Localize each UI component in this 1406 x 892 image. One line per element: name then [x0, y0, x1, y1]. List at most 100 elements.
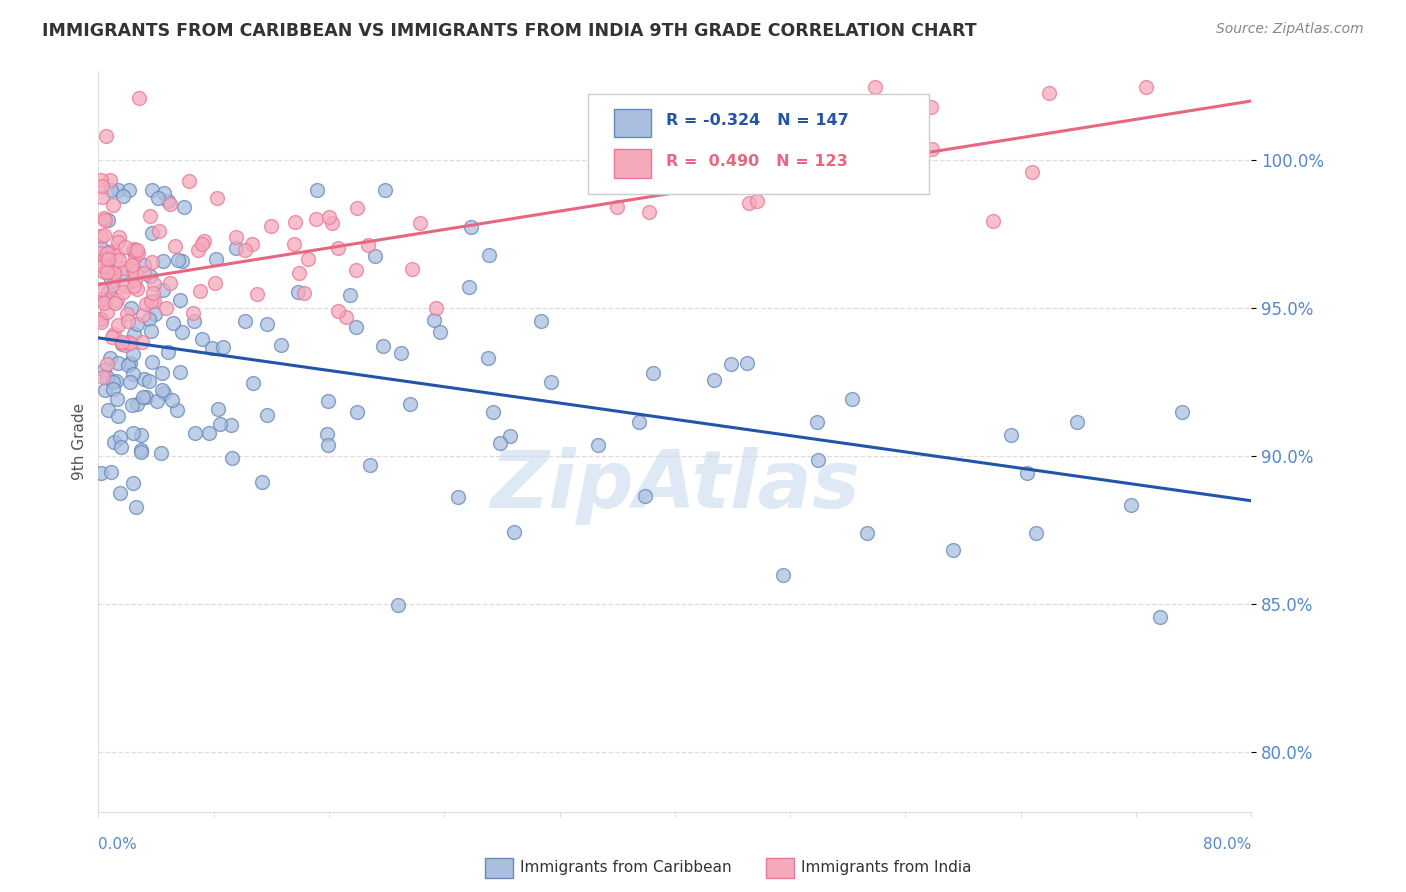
- Point: [93, 369, 115, 384]
- Point: [90, 293, 112, 307]
- Point: [221, 450, 243, 465]
- Point: [117, 334, 139, 349]
- Point: [586, 438, 609, 452]
- Point: [326, 303, 349, 318]
- Point: [122, 327, 145, 342]
- Point: [112, 260, 135, 275]
- Point: [114, 278, 136, 293]
- Point: [1149, 610, 1171, 624]
- Point: [150, 383, 173, 397]
- Point: [90, 314, 112, 328]
- Point: [283, 236, 305, 251]
- Point: [110, 440, 132, 454]
- FancyBboxPatch shape: [614, 109, 651, 136]
- Point: [97, 245, 120, 260]
- Point: [96, 370, 118, 384]
- Point: [153, 186, 176, 201]
- Point: [387, 598, 409, 612]
- Point: [97, 285, 120, 299]
- Point: [132, 308, 155, 322]
- Point: [96, 246, 118, 260]
- Point: [141, 226, 163, 240]
- Point: [637, 204, 659, 219]
- Point: [142, 285, 165, 300]
- Point: [447, 491, 470, 505]
- Point: [477, 351, 499, 365]
- Point: [326, 242, 349, 256]
- Point: [1121, 498, 1143, 512]
- Point: [745, 194, 768, 208]
- Point: [942, 543, 965, 558]
- Text: Immigrants from India: Immigrants from India: [801, 861, 972, 875]
- Point: [124, 250, 146, 264]
- Point: [207, 191, 229, 205]
- Point: [162, 316, 184, 330]
- Point: [118, 183, 141, 197]
- Point: [703, 373, 725, 387]
- Point: [318, 394, 340, 409]
- Point: [122, 242, 145, 256]
- Point: [166, 253, 188, 268]
- Point: [138, 374, 160, 388]
- Point: [242, 376, 264, 390]
- Text: R = -0.324   N = 147: R = -0.324 N = 147: [665, 113, 848, 128]
- Point: [100, 274, 122, 288]
- Point: [155, 301, 177, 316]
- Point: [90, 282, 112, 296]
- Point: [153, 386, 176, 401]
- Point: [134, 372, 156, 386]
- Point: [344, 320, 367, 334]
- Point: [186, 243, 208, 257]
- Point: [209, 417, 232, 431]
- Point: [252, 475, 274, 489]
- Point: [96, 264, 118, 278]
- Point: [169, 366, 191, 380]
- Point: [90, 190, 112, 204]
- Point: [530, 314, 553, 328]
- Point: [709, 130, 731, 145]
- Point: [115, 307, 138, 321]
- Point: [111, 189, 134, 203]
- Point: [165, 239, 187, 253]
- Point: [105, 374, 128, 388]
- Point: [1066, 415, 1088, 429]
- Point: [93, 295, 115, 310]
- Point: [125, 500, 148, 515]
- Point: [863, 80, 886, 95]
- Point: [132, 391, 155, 405]
- Point: [1000, 428, 1022, 442]
- Point: [122, 475, 145, 490]
- Point: [162, 392, 184, 407]
- Point: [318, 438, 340, 452]
- Point: [145, 307, 167, 321]
- Y-axis label: 9th Grade: 9th Grade: [72, 403, 87, 480]
- Point: [122, 243, 145, 257]
- Point: [141, 183, 163, 197]
- Point: [169, 293, 191, 307]
- Point: [634, 489, 657, 503]
- Point: [90, 179, 112, 194]
- Point: [606, 200, 628, 214]
- Point: [149, 446, 172, 460]
- Point: [93, 265, 115, 279]
- Point: [103, 266, 125, 280]
- Point: [97, 213, 120, 227]
- Point: [117, 358, 139, 372]
- Point: [364, 248, 387, 262]
- Point: [191, 237, 214, 252]
- Point: [499, 429, 522, 443]
- Point: [107, 318, 129, 332]
- Point: [138, 209, 160, 223]
- Point: [489, 435, 512, 450]
- Point: [93, 251, 115, 265]
- Point: [103, 327, 125, 342]
- Point: [122, 347, 145, 361]
- Point: [356, 238, 378, 252]
- Point: [177, 174, 200, 188]
- Point: [233, 244, 256, 258]
- Point: [97, 402, 120, 417]
- Point: [96, 304, 118, 318]
- Text: Source: ZipAtlas.com: Source: ZipAtlas.com: [1216, 22, 1364, 37]
- Point: [90, 173, 112, 187]
- Point: [374, 183, 396, 197]
